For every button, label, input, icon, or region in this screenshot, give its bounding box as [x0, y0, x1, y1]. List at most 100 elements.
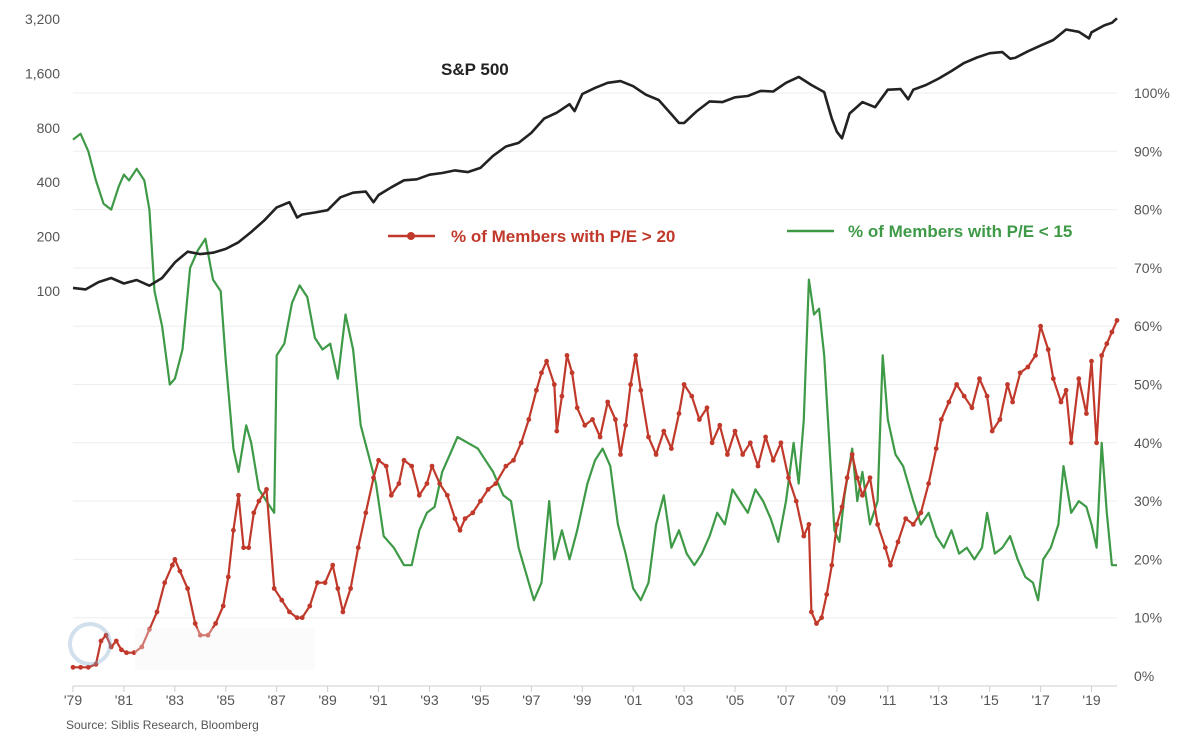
x-axis: '79 '81 '83 '85 '87 '89 '91 '93 '95 '97 '99 '01 '03 '…	[64, 685, 1117, 708]
grid-lines	[73, 92, 1117, 619]
pe-gt-20-point	[307, 603, 313, 609]
pe-gt-20-point	[396, 481, 402, 486]
pe-gt-20-point	[322, 580, 328, 586]
x-tick-label: '87	[268, 692, 286, 708]
right-tick-label: 100%	[1134, 85, 1170, 101]
pe-gt-20-point	[793, 498, 799, 504]
pe-gt-20-point	[376, 457, 381, 463]
pe-gt-20-point	[989, 428, 995, 434]
pe-gt-20-point	[172, 557, 178, 562]
x-tick-label: '17	[1031, 692, 1049, 708]
pe-gt-20-point	[131, 650, 137, 656]
pe-gt-20-point	[778, 440, 784, 446]
pe-gt-20-point	[860, 492, 865, 498]
watermark-redaction	[135, 628, 315, 670]
pe-gt-20-point	[388, 492, 394, 498]
x-tick-label: '83	[166, 692, 184, 708]
pe-gt-20-point	[1025, 364, 1031, 370]
pe-gt-20-point	[462, 516, 468, 521]
x-tick-label: '11	[879, 692, 896, 708]
pe-gt-20-point	[814, 621, 819, 626]
pe-gt-20-point	[844, 475, 850, 481]
pe-gt-20-point	[763, 434, 768, 440]
pe-gt-20-point	[147, 627, 152, 632]
pe-gt-20-point	[1084, 411, 1089, 416]
pe-gt-20-point	[633, 353, 639, 358]
right-tick-label: 40%	[1134, 435, 1162, 451]
left-tick-label: 800	[37, 120, 61, 136]
pe-gt-20-point	[933, 446, 939, 451]
pe-gt-20-point	[605, 399, 611, 405]
left-tick-label: 1,600	[25, 65, 60, 81]
pe-gt-20-point	[903, 516, 909, 521]
pe-gt-20-point	[1050, 376, 1056, 382]
pe-gt-20-point	[770, 457, 776, 463]
pe-gt-20-point	[801, 533, 807, 539]
legend-label-pe-gt-20: % of Members with P/E > 20	[451, 227, 675, 246]
pe-gt-20-point	[954, 382, 959, 387]
legend-item-pe-lt-15: % of Members with P/E < 15	[787, 222, 1072, 241]
series-sp500-line	[72, 17, 1118, 291]
pe-gt-20-point	[984, 393, 990, 399]
pe-gt-20-point	[457, 527, 463, 533]
pe-gt-20-point	[829, 562, 835, 568]
right-tick-label: 90%	[1134, 143, 1162, 159]
pe-gt-20-point	[85, 664, 91, 670]
pe-gt-20-point	[717, 422, 723, 428]
pe-gt-20-point	[429, 463, 435, 469]
pe-gt-20-point	[961, 393, 967, 399]
right-tick-label: 30%	[1134, 493, 1162, 509]
pe-gt-20-point	[910, 522, 916, 527]
pe-gt-20-point	[819, 615, 824, 621]
pe-gt-20-point	[839, 504, 845, 510]
pe-gt-20-point	[108, 644, 114, 650]
right-tick-label: 50%	[1134, 377, 1162, 393]
pe-gt-20-point	[1033, 353, 1038, 358]
pe-gt-20-point	[279, 597, 285, 603]
x-tick-label: '79	[64, 692, 82, 708]
pe-gt-20-point	[119, 647, 124, 653]
x-tick-label: '15	[981, 692, 999, 708]
pe-gt-20-point	[1104, 341, 1110, 347]
legend-label-pe-lt-15: % of Members with P/E < 15	[848, 222, 1072, 241]
pe-gt-20-point	[205, 632, 211, 638]
right-axis: 0% 10% 20% 30% 40% 50% 60% 70% 80% 90% 100%	[1134, 85, 1170, 684]
pe-gt-20-point	[747, 440, 753, 446]
pe-gt-20-point	[485, 487, 491, 492]
x-tick-label: '99	[573, 692, 591, 708]
left-axis: 100 200 400 800 1,600 3,200	[25, 11, 60, 299]
pe-gt-20-point	[676, 411, 682, 416]
pe-gt-20-point	[554, 428, 560, 434]
pe-gt-20-point	[1063, 387, 1069, 393]
pe-gt-20-point	[264, 487, 269, 492]
pe-gt-20-point	[786, 475, 791, 481]
pe-gt-20-point	[1094, 440, 1099, 446]
pe-gt-20-point	[895, 539, 901, 545]
pe-gt-20-point	[220, 603, 226, 609]
pe-gt-20-point	[926, 481, 931, 486]
pe-gt-20-point	[867, 475, 873, 481]
pe-gt-20-point	[882, 545, 888, 551]
pe-gt-20-point	[287, 609, 292, 615]
right-tick-label: 70%	[1134, 260, 1162, 276]
left-tick-label: 200	[37, 229, 61, 245]
pe-gt-20-point	[564, 353, 570, 358]
pe-gt-20-point	[177, 568, 183, 574]
pe-gt-20-point	[1010, 399, 1015, 405]
x-tick-label: '09	[828, 692, 846, 708]
pe-gt-20-point	[444, 492, 450, 498]
right-tick-label: 60%	[1134, 318, 1162, 334]
pe-gt-20-point	[185, 586, 191, 591]
pe-gt-20-point	[113, 638, 119, 644]
x-tick-label: '19	[1082, 692, 1100, 708]
pe-gt-20-point	[755, 463, 761, 469]
pe-gt-20-point	[704, 405, 710, 411]
pe-gt-20-point	[162, 580, 168, 586]
pe-gt-20-point	[236, 492, 241, 498]
pe-gt-20-point	[299, 615, 305, 621]
pe-gt-20-point	[98, 638, 104, 644]
pe-gt-20-point	[646, 434, 651, 440]
pe-gt-20-point	[470, 510, 476, 516]
pe-gt-20-point	[534, 387, 539, 393]
